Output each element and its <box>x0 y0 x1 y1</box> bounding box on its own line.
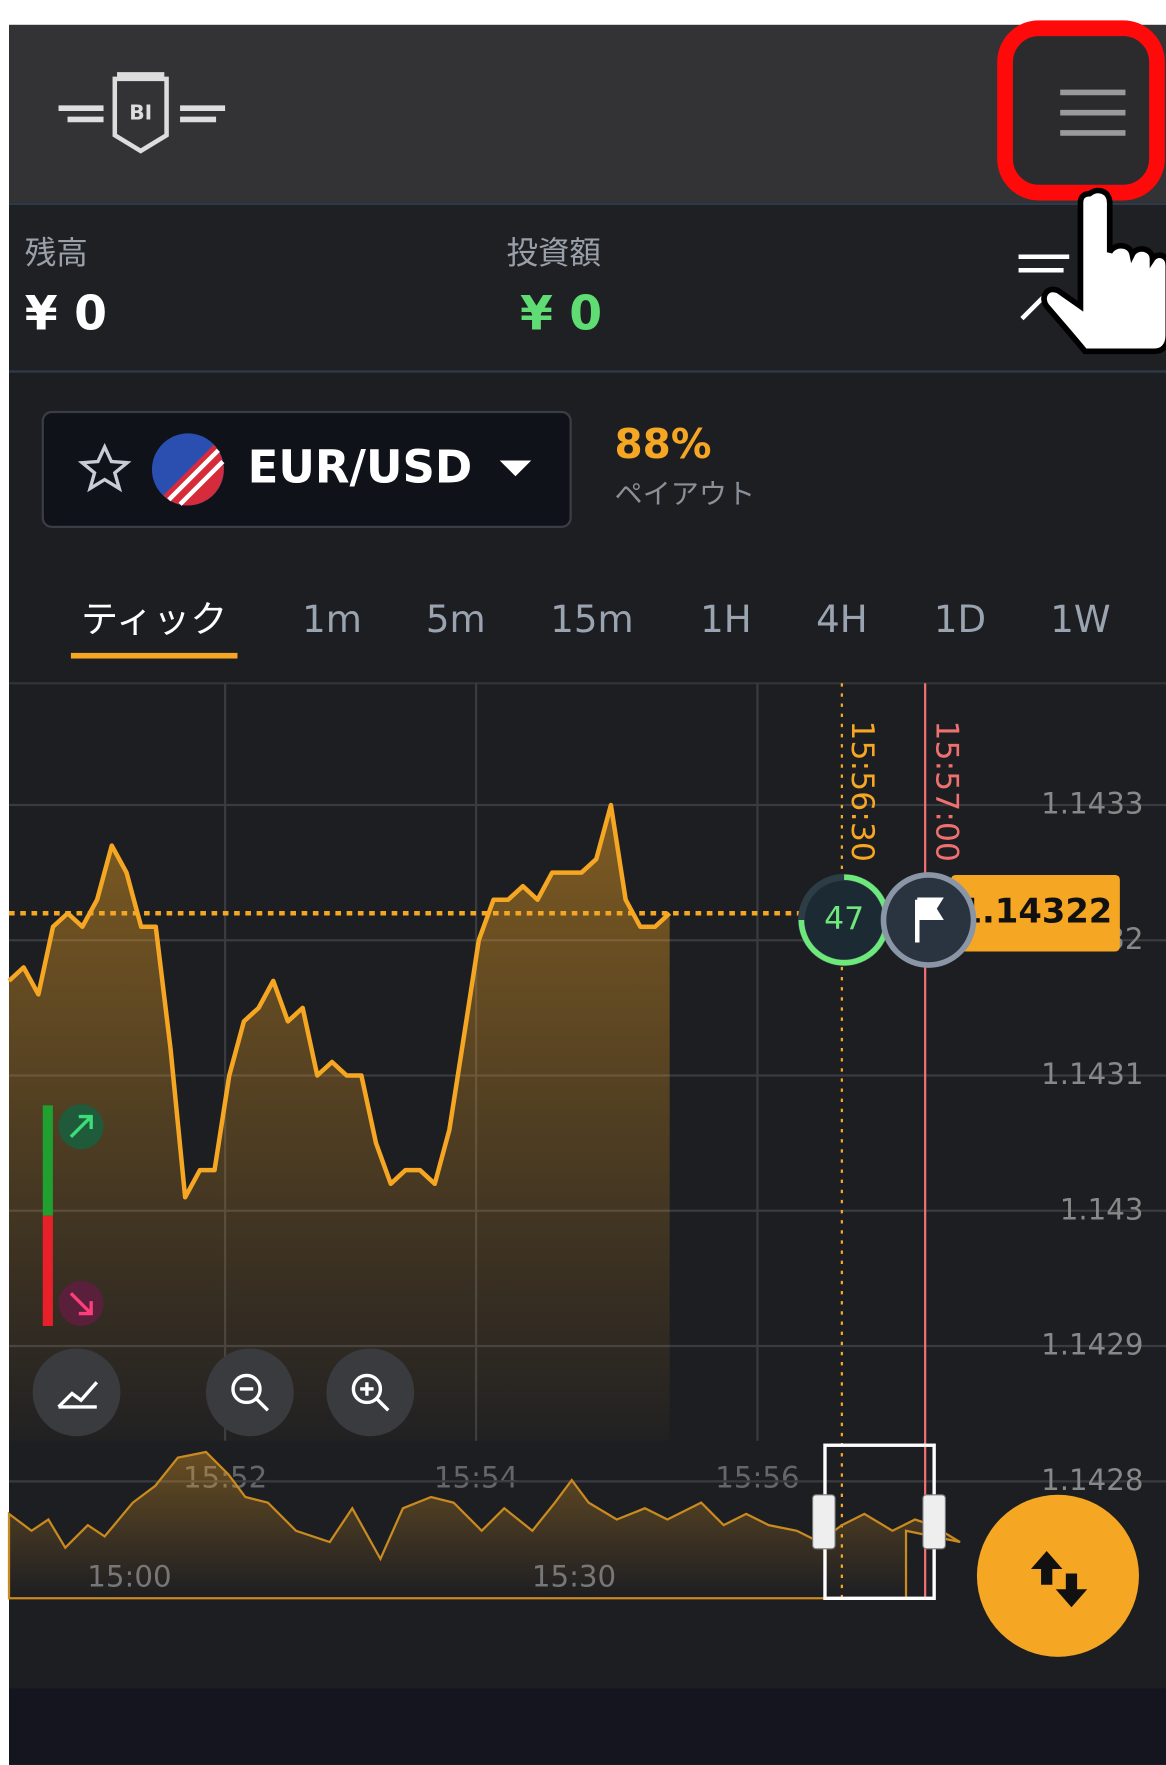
y-tick-label: 1.1428 <box>1041 1463 1143 1497</box>
sell-bar <box>43 1216 53 1326</box>
timeframe-tab[interactable]: 1H <box>700 598 752 641</box>
purchase-time-label: 15:56:30 <box>844 720 880 861</box>
navigator-handle[interactable] <box>923 1495 946 1549</box>
navigator-label: 15:30 <box>532 1560 616 1594</box>
investment-value: ¥ 0 <box>520 286 602 341</box>
navigator-label: 15:00 <box>87 1560 171 1594</box>
buy-bar <box>43 1105 53 1215</box>
x-tick-label: 15:54 <box>434 1461 518 1495</box>
y-tick-label: 1.1429 <box>1041 1328 1143 1362</box>
bottom-bar <box>9 1688 1166 1765</box>
timeframe-tab[interactable]: 5m <box>426 598 486 641</box>
y-tick-label: 1.1431 <box>1041 1057 1143 1091</box>
y-tick-label: 1.143 <box>1060 1192 1144 1226</box>
timeframe-tab[interactable]: 4H <box>816 598 868 641</box>
page: Trading screen html, body { margin: 0; p… <box>0 0 1166 1765</box>
countdown-text: 47 <box>824 901 864 937</box>
zoom-in-button[interactable] <box>326 1348 414 1436</box>
screen: BI 残高 ¥ 0 投資額 ¥ 0 EUR/USD 88% ペイアウト ティック… <box>0 0 1166 1765</box>
timeframe-tab[interactable]: 15m <box>550 598 633 641</box>
button-bg <box>206 1348 294 1436</box>
balance-value: ¥ 0 <box>25 286 107 341</box>
timeframe-tab[interactable]: 1m <box>302 598 362 641</box>
asset-name: EUR/USD <box>248 441 473 494</box>
investment-label: 投資額 <box>506 235 601 271</box>
y-tick-label: 1.1433 <box>1041 787 1143 821</box>
balance-label: 残高 <box>25 235 88 271</box>
expiry-time-label: 15:57:00 <box>928 720 964 861</box>
timeframe-tab[interactable]: 1D <box>934 598 986 641</box>
logo-text: BI <box>129 100 152 124</box>
navigator-handle[interactable] <box>813 1495 836 1549</box>
active-tab-underline <box>71 653 238 659</box>
current-price-label: 1.14322 <box>959 892 1113 931</box>
payout-label: ペイアウト <box>615 477 756 510</box>
trade-button[interactable] <box>977 1495 1139 1657</box>
logo-crown <box>117 72 164 79</box>
zoom-out-button[interactable] <box>206 1348 294 1436</box>
body: {"header": {"logo": "BI"}, "account": {"… <box>0 0 1166 1765</box>
timeframe-tab[interactable]: ティック <box>81 598 227 641</box>
button-bg <box>33 1348 121 1436</box>
timeframe-tab[interactable]: 1W <box>1050 598 1110 641</box>
menu-button[interactable] <box>1005 28 1157 192</box>
x-tick-label: 15:56 <box>715 1461 799 1495</box>
button-bg <box>326 1348 414 1436</box>
header-bar <box>9 25 1166 203</box>
indicators-button[interactable] <box>33 1348 121 1436</box>
button-bg <box>977 1495 1139 1657</box>
asset-selector[interactable]: EUR/USD <box>43 412 571 527</box>
payout-value: 88% <box>615 420 712 468</box>
